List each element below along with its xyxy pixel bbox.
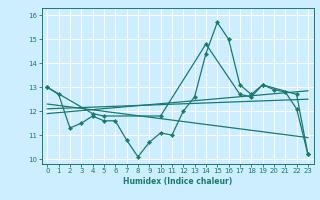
X-axis label: Humidex (Indice chaleur): Humidex (Indice chaleur) [123, 177, 232, 186]
